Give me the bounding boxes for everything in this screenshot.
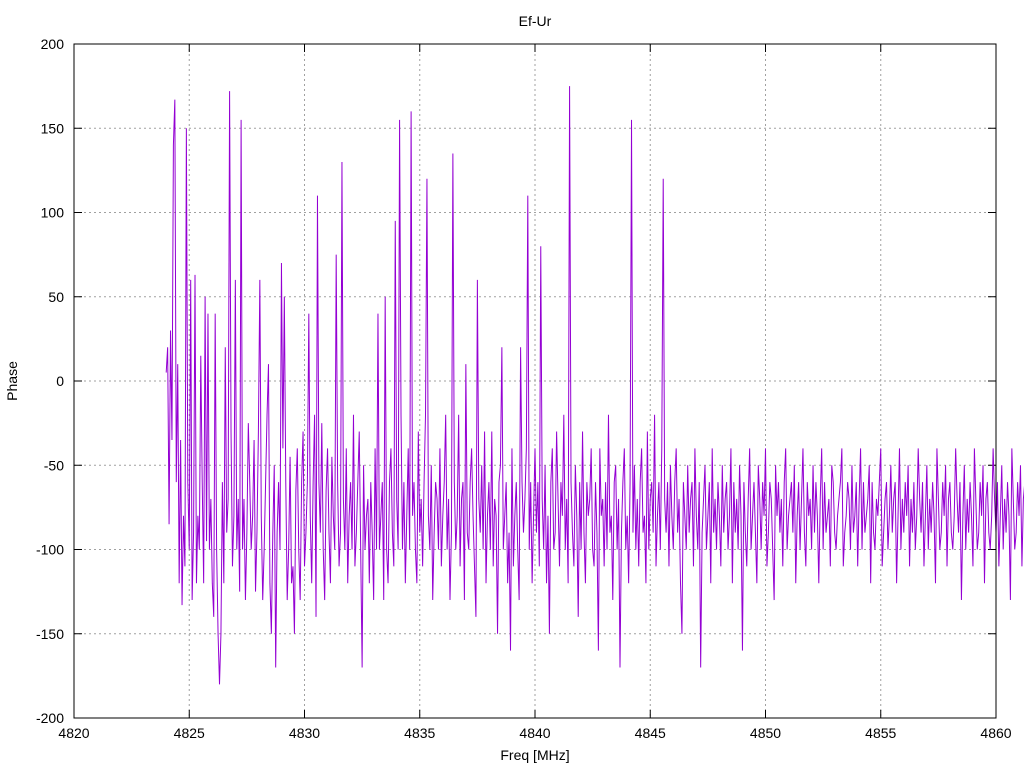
x-tick-label: 4850 — [750, 725, 781, 741]
y-tick-label: 200 — [41, 36, 65, 52]
y-tick-label: -50 — [44, 457, 64, 473]
x-tick-label: 4835 — [404, 725, 435, 741]
x-tick-label: 4840 — [519, 725, 550, 741]
x-tick-label: 4820 — [58, 725, 89, 741]
y-tick-label: 0 — [56, 373, 64, 389]
y-tick-label: 50 — [48, 289, 64, 305]
y-ticks: -200 -150 -100 -50 0 50 100 150 200 — [36, 36, 996, 726]
y-tick-label: 150 — [41, 120, 65, 136]
x-tick-label: 4845 — [635, 725, 666, 741]
y-tick-label: -100 — [36, 542, 64, 558]
series-line — [165, 86, 1024, 685]
y-tick-label: -200 — [36, 710, 64, 726]
plot-frame — [73, 43, 997, 719]
x-tick-label: 4825 — [174, 725, 205, 741]
x-tick-label: 4860 — [980, 725, 1011, 741]
y-axis-label: Phase — [4, 361, 20, 401]
x-tick-label: 4830 — [289, 725, 320, 741]
x-ticks: 4820 4825 4830 4835 4840 4845 4850 4855 4860 — [58, 44, 1012, 741]
x-tick-label: 4855 — [865, 725, 896, 741]
y-tick-label: 100 — [41, 205, 65, 221]
y-tick-label: -150 — [36, 626, 64, 642]
chart-title: Ef-Ur — [519, 13, 552, 29]
x-axis-label: Freq [MHz] — [500, 747, 569, 763]
